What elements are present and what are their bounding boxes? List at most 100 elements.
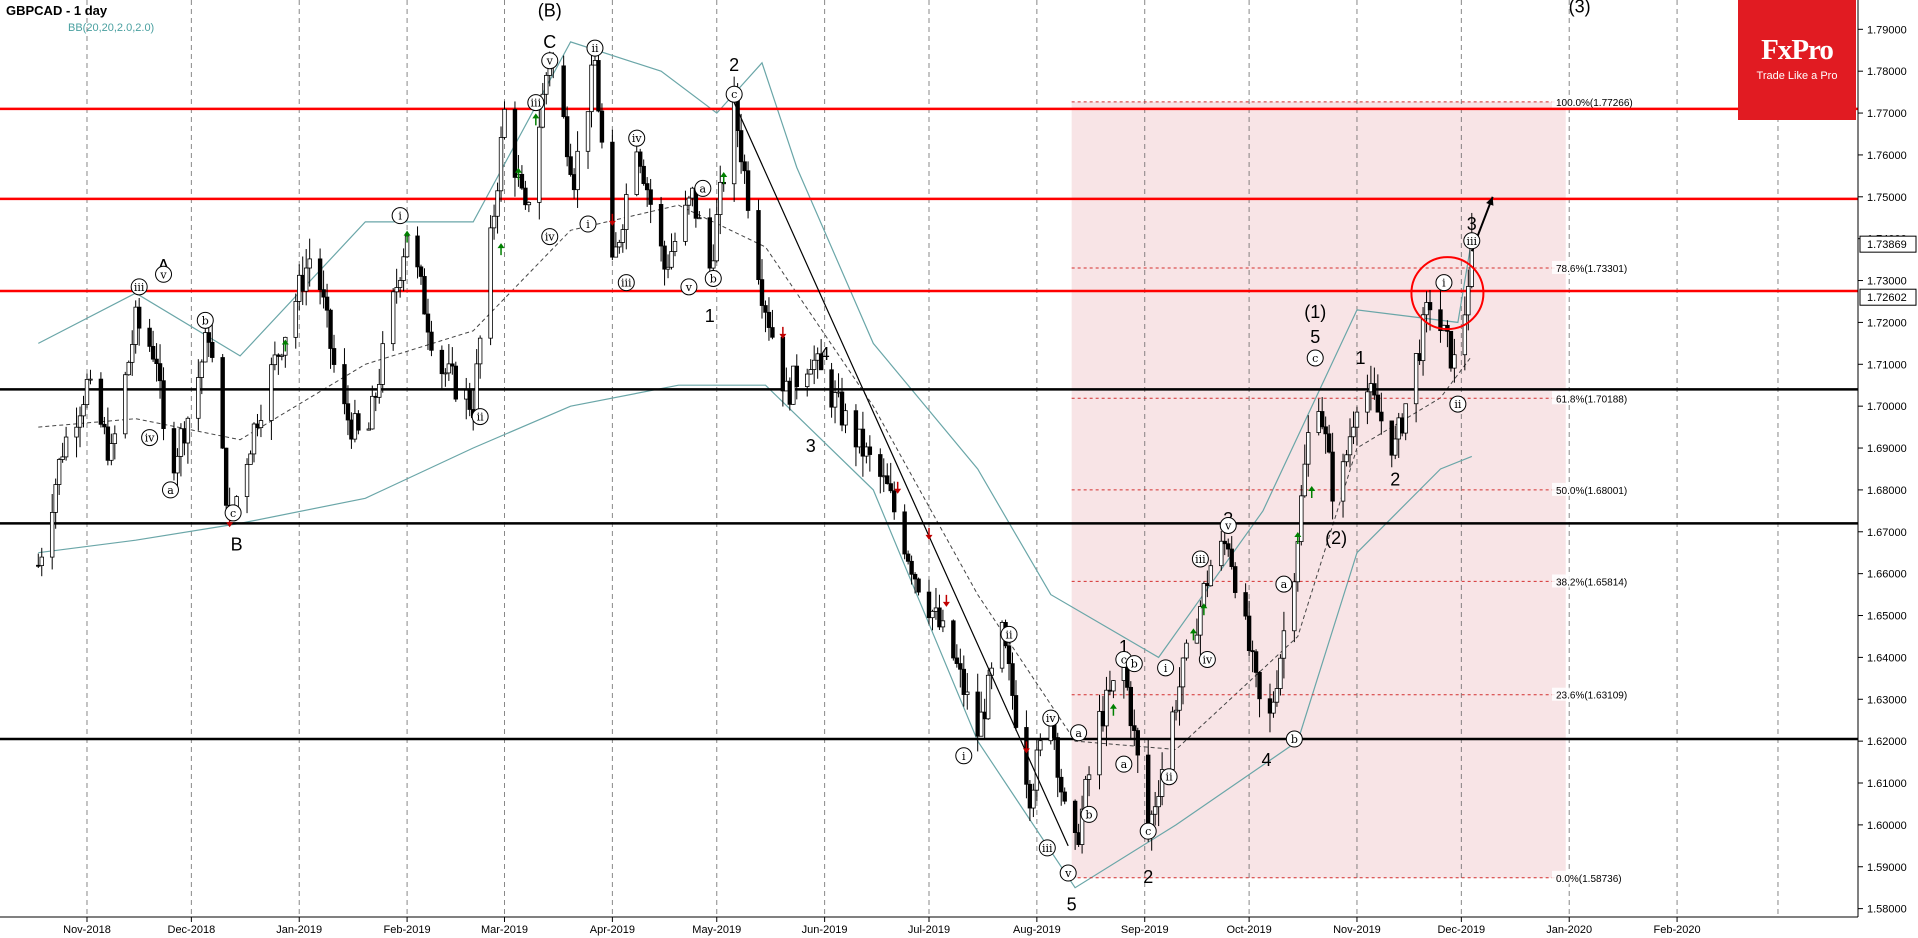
candle-body (860, 428, 866, 457)
candle-body (794, 365, 799, 388)
candle-body (1278, 657, 1283, 689)
wave-label-circle (1160, 768, 1178, 786)
price-tick-label: 1.75000 (1867, 192, 1907, 204)
wave-label-minor: a (700, 182, 707, 195)
wave-label-minor: iii (1042, 842, 1053, 855)
up-arrow-icon (1109, 703, 1117, 716)
candle-body (937, 607, 942, 628)
wave-label-major: (1) (1304, 302, 1326, 322)
candle-body (1323, 426, 1328, 435)
middle-band (38, 204, 1473, 751)
candle-body (1010, 663, 1015, 696)
time-axis-layer: Nov-2018 Dec-2018 Jan-2019 Feb-2019 Mar-2019… (0, 916, 1858, 936)
candle-body (1097, 710, 1102, 776)
candle-body (356, 413, 361, 431)
candle-body (1462, 314, 1468, 356)
candle-body (940, 620, 946, 628)
candle-body (926, 591, 932, 619)
candle-body (1448, 330, 1454, 369)
price-tick-label: 1.67000 (1867, 527, 1907, 539)
arrow-head (608, 220, 616, 226)
up-arrow-icon (1294, 532, 1302, 545)
candle-body (523, 187, 528, 206)
candle-body (464, 389, 469, 400)
arrow-head (1308, 485, 1316, 491)
candle-body (1274, 688, 1280, 703)
candle-body (1034, 749, 1040, 791)
candle-body (544, 75, 549, 95)
down-arrow-icon (894, 481, 902, 494)
candle-body (537, 126, 542, 203)
candle-body (1417, 353, 1422, 362)
candle-body (126, 361, 131, 376)
candle-body (36, 564, 41, 567)
candle-body (526, 201, 532, 206)
candle-body (933, 607, 939, 612)
candle-body (1306, 432, 1311, 465)
candle-body (63, 436, 69, 458)
candle-body (784, 380, 789, 392)
candle-body (251, 423, 257, 455)
candle-body (1038, 740, 1043, 751)
candle-body (415, 235, 420, 268)
time-tick-label: Jul-2019 (908, 924, 950, 936)
candle-body (53, 484, 58, 513)
price-tick-label: 1.61000 (1867, 778, 1907, 790)
wave-label-circle (1306, 349, 1324, 367)
candle-body (610, 141, 615, 258)
candle-body (954, 657, 960, 664)
projection-arrow-head (1486, 196, 1494, 206)
wave-label-minor: c (1312, 352, 1318, 365)
wave-label-major: (B) (538, 0, 562, 20)
wave-label-minor: iii (1195, 553, 1206, 566)
candle-body (109, 443, 114, 461)
time-tick-label: Apr-2019 (590, 924, 635, 936)
candle-body (429, 331, 434, 351)
candle-body (317, 258, 323, 291)
price-tick-label: 1.64000 (1867, 652, 1907, 664)
wave-label-circle (1449, 395, 1467, 413)
candle-body (1180, 657, 1186, 688)
price-tick-label: 1.66000 (1867, 569, 1907, 581)
candle-body (766, 311, 772, 328)
wave-label-circle (141, 429, 159, 447)
candle-body (498, 137, 504, 192)
candle-body (39, 556, 44, 566)
time-tick-label: Nov-2019 (1333, 924, 1381, 936)
candle-body (98, 378, 104, 425)
candle-body (446, 363, 452, 374)
candle-body (1375, 394, 1381, 413)
price-tick-label: 1.70000 (1867, 401, 1907, 413)
price-tick-label: 1.60000 (1867, 820, 1907, 832)
wave-label-minor: v (1064, 867, 1072, 880)
wave-label-circle (680, 278, 698, 296)
candle-body (1354, 411, 1360, 428)
candle-body (491, 215, 497, 229)
candle-body (1232, 566, 1238, 593)
wave-label-circle (1080, 805, 1098, 823)
wave-label-minor: i (1164, 662, 1168, 675)
candle-body (182, 428, 187, 444)
wave-label-circle (155, 265, 173, 283)
candle-body (853, 410, 859, 448)
candle-body (136, 306, 142, 329)
time-tick-label: Sep-2019 (1121, 924, 1169, 936)
wave-label-minor: iv (545, 231, 556, 244)
candle-body (1379, 411, 1384, 422)
candle-body (885, 475, 890, 485)
wave-label-minor: ii (1454, 398, 1462, 411)
candle-body (147, 327, 152, 347)
candle-body (1132, 725, 1137, 731)
wave-label-major: (2) (1325, 528, 1347, 548)
candle-body (975, 691, 980, 737)
candle-body (787, 380, 793, 405)
candle-body (592, 60, 598, 66)
candle-body (1076, 832, 1081, 845)
candle-body (909, 560, 914, 575)
candle-body (1072, 800, 1078, 834)
candle-body (307, 258, 312, 269)
candle-body (450, 363, 455, 367)
candle-body (759, 279, 765, 306)
fib-label: 50.0%(1.68001) (1556, 486, 1627, 497)
candle-body (540, 93, 545, 128)
